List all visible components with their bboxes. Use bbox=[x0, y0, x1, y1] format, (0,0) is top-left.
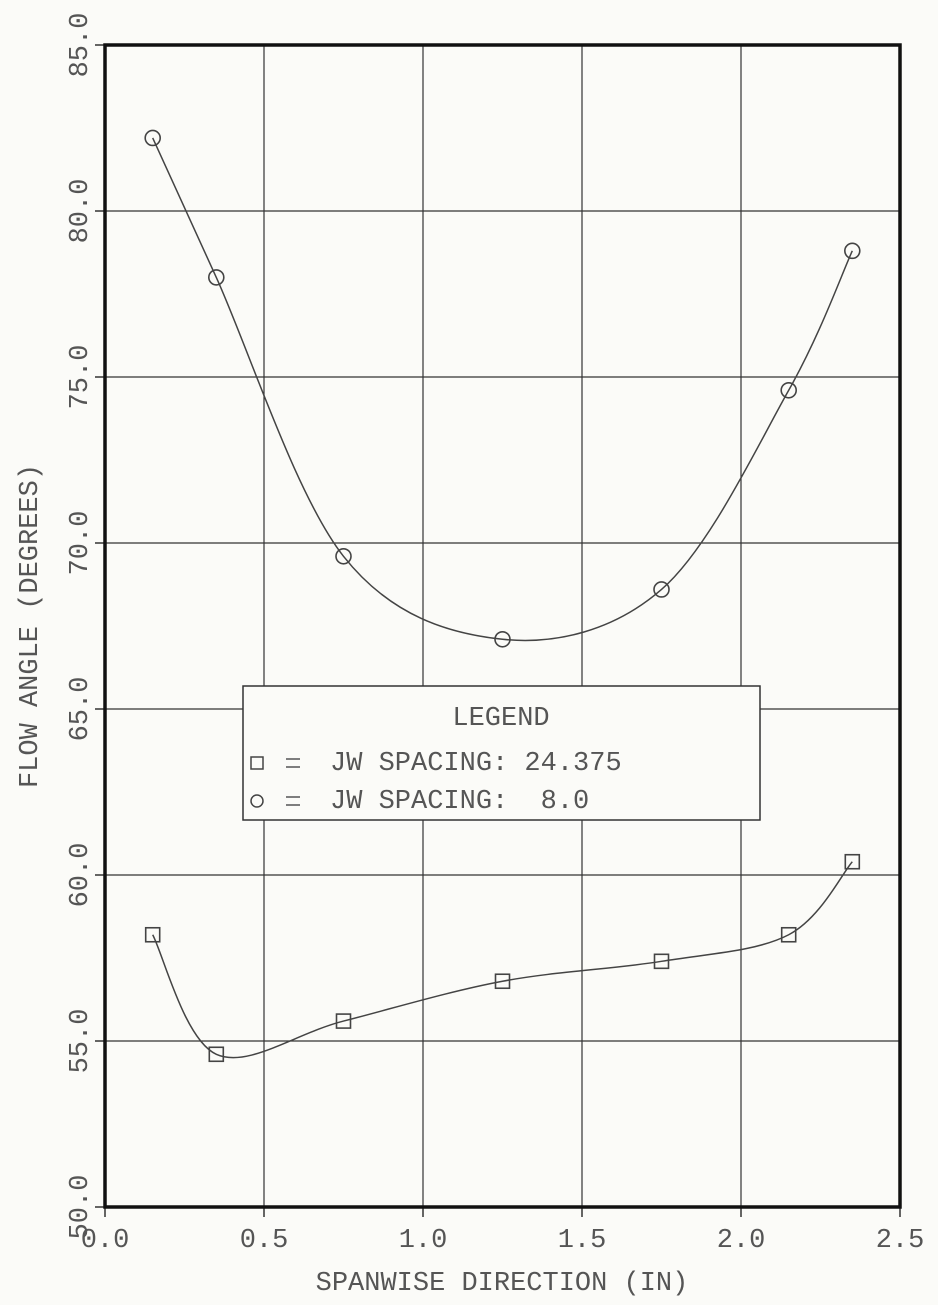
x-tick-label: 1.5 bbox=[558, 1226, 607, 1256]
plot-frame bbox=[103, 43, 902, 1209]
marker bbox=[653, 953, 670, 970]
y-axis-label: FLOW ANGLE (DEGREES) bbox=[16, 464, 46, 788]
legend-box bbox=[242, 685, 761, 821]
legend-label: JW SPACING: 8.0 bbox=[330, 787, 589, 817]
marker bbox=[144, 129, 161, 147]
x-tick-label: 0.5 bbox=[240, 1226, 289, 1256]
x-axis-label: SPANWISE DIRECTION (IN) bbox=[316, 1269, 689, 1299]
y-tick-label: 85.0 bbox=[66, 13, 96, 78]
y-tick-label: 60.0 bbox=[66, 843, 96, 908]
marker bbox=[208, 1046, 225, 1063]
y-tick-label: 55.0 bbox=[66, 1009, 96, 1074]
y-tick-label: 50.0 bbox=[66, 1175, 96, 1240]
marker bbox=[144, 926, 161, 943]
y-tick-label: 65.0 bbox=[66, 677, 96, 742]
legend-title: LEGEND bbox=[452, 704, 549, 734]
marker bbox=[335, 547, 352, 565]
marker bbox=[494, 973, 511, 990]
x-tick-label: 0.0 bbox=[81, 1226, 130, 1256]
marker bbox=[843, 242, 861, 260]
marker bbox=[844, 853, 861, 870]
marker bbox=[780, 381, 798, 399]
marker bbox=[780, 926, 797, 943]
series-line bbox=[152, 861, 853, 1059]
marker bbox=[494, 630, 511, 648]
y-tick-label: 75.0 bbox=[66, 345, 96, 410]
x-tick-label: 1.0 bbox=[399, 1226, 448, 1256]
x-tick-label: 2.0 bbox=[717, 1226, 766, 1256]
legend-marker bbox=[250, 756, 264, 770]
y-tick-label: 70.0 bbox=[66, 511, 96, 576]
legend-label: JW SPACING: 24.375 bbox=[330, 749, 622, 779]
x-tick-label: 2.5 bbox=[876, 1226, 925, 1256]
legend-marker bbox=[250, 794, 264, 808]
series-line bbox=[152, 137, 853, 642]
marker bbox=[208, 269, 225, 286]
marker bbox=[653, 581, 670, 598]
marker bbox=[335, 1013, 352, 1029]
y-tick-label: 80.0 bbox=[66, 179, 96, 244]
